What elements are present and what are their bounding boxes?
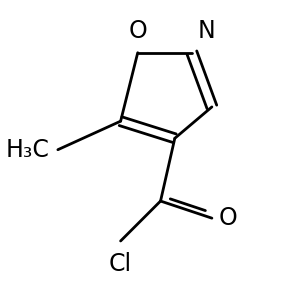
Text: H₃C: H₃C: [5, 138, 49, 162]
Text: Cl: Cl: [109, 252, 132, 276]
Text: N: N: [198, 19, 215, 43]
Text: O: O: [128, 19, 147, 43]
Text: O: O: [219, 206, 238, 230]
